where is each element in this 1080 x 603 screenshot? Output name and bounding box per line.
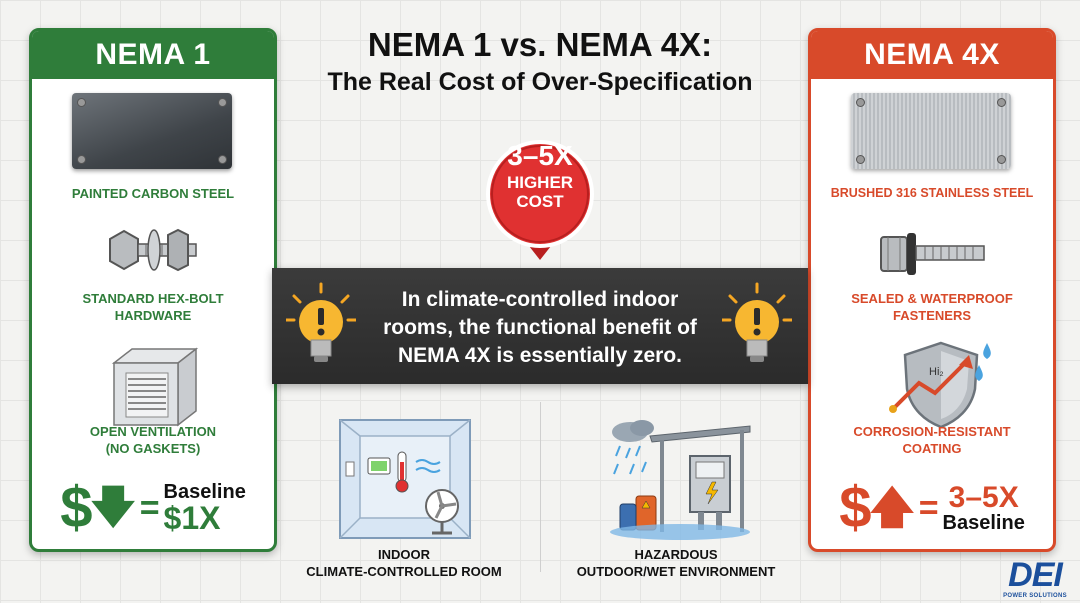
callout-band: In climate-controlled indoor rooms, the … bbox=[272, 268, 808, 384]
hex-bolt-icon bbox=[109, 228, 197, 272]
arrow-up-icon: 🡅 bbox=[869, 483, 915, 532]
dollar-icon: $ bbox=[839, 475, 872, 540]
dollar-icon: $ bbox=[60, 475, 93, 540]
nema4x-fasteners-label-2: FASTENERS bbox=[892, 308, 971, 323]
stainless-steel-plate-icon bbox=[851, 93, 1011, 169]
vented-enclosure-icon bbox=[111, 347, 199, 427]
logo-sub-text: POWER SOLUTIONS bbox=[1003, 593, 1067, 599]
indoor-room-icon bbox=[339, 419, 471, 539]
nema1-price: $ 🡇 = Baseline $1X bbox=[32, 479, 274, 537]
arrow-down-icon: 🡇 bbox=[90, 483, 136, 532]
outdoor-caption-1: HAZARDOUS bbox=[634, 547, 718, 562]
badge-multiplier: 3–5X bbox=[507, 140, 573, 171]
nema1-ventilation-label-2: (NO GASKETS) bbox=[105, 441, 201, 456]
nema1-hardware-label-2: HARDWARE bbox=[114, 308, 192, 323]
nema1-header: NEMA 1 bbox=[32, 31, 274, 79]
nema4x-fasteners-label-1: SEALED & WATERPROOF bbox=[851, 291, 1013, 306]
scene-divider bbox=[540, 402, 541, 572]
sealed-bolt-icon bbox=[880, 233, 985, 275]
logo-main-text: DEI bbox=[1008, 556, 1063, 594]
equals-icon: = bbox=[139, 488, 160, 527]
cost-badge: 3–5X HIGHER COST bbox=[476, 140, 604, 211]
callout-text: In climate-controlled indoor rooms, the … bbox=[383, 288, 697, 367]
nema4x-coating-label-2: COATING bbox=[902, 441, 962, 456]
lightbulb-warning-icon bbox=[286, 282, 356, 362]
nema4x-price: $ 🡅 = 3–5X Baseline bbox=[811, 479, 1053, 537]
nema1-price-value: $1X bbox=[163, 500, 221, 536]
shield-text: Hi₂ bbox=[929, 366, 944, 378]
nema1-panel: NEMA 1 PAINTED CARBON STEEL STANDARD HEX… bbox=[29, 28, 277, 552]
equals-icon: = bbox=[918, 488, 939, 527]
carbon-steel-plate-icon bbox=[72, 93, 232, 169]
outdoor-caption-2: OUTDOOR/WET ENVIRONMENT bbox=[576, 564, 776, 579]
nema1-hardware-label-1: STANDARD HEX-BOLT bbox=[82, 291, 224, 306]
lightbulb-warning-icon bbox=[722, 282, 792, 362]
nema4x-material-label: BRUSHED 316 STAINLESS STEEL bbox=[830, 186, 1034, 200]
nema1-price-label: Baseline bbox=[163, 481, 246, 503]
nema4x-coating-label-1: CORROSION-RESISTANT bbox=[853, 424, 1011, 439]
indoor-caption-1: INDOOR bbox=[378, 547, 430, 562]
nema1-ventilation-label-1: OPEN VENTILATION bbox=[89, 424, 217, 439]
indoor-caption-2: CLIMATE-CONTROLLED ROOM bbox=[306, 564, 502, 579]
outdoor-wet-environment-icon bbox=[610, 420, 751, 540]
nema4x-header: NEMA 4X bbox=[811, 31, 1053, 79]
badge-line-3: COST bbox=[516, 192, 564, 211]
dei-logo: DEI POWER SOLUTIONS bbox=[994, 558, 1076, 602]
nema4x-panel: NEMA 4X BRUSHED 316 STAINLESS STEEL SEAL… bbox=[808, 28, 1056, 552]
cost-badge-icon bbox=[486, 140, 594, 260]
corrosion-shield-icon: Hi₂ bbox=[889, 341, 991, 429]
page-subtitle: The Real Cost of Over-Specification bbox=[327, 68, 753, 96]
nema4x-price-value: 3–5X bbox=[948, 481, 1019, 514]
nema4x-price-label: Baseline bbox=[942, 512, 1025, 534]
page-title: NEMA 1 vs. NEMA 4X: bbox=[367, 26, 713, 63]
nema1-material-label: PAINTED CARBON STEEL bbox=[71, 186, 235, 201]
badge-line-2: HIGHER bbox=[506, 173, 574, 192]
